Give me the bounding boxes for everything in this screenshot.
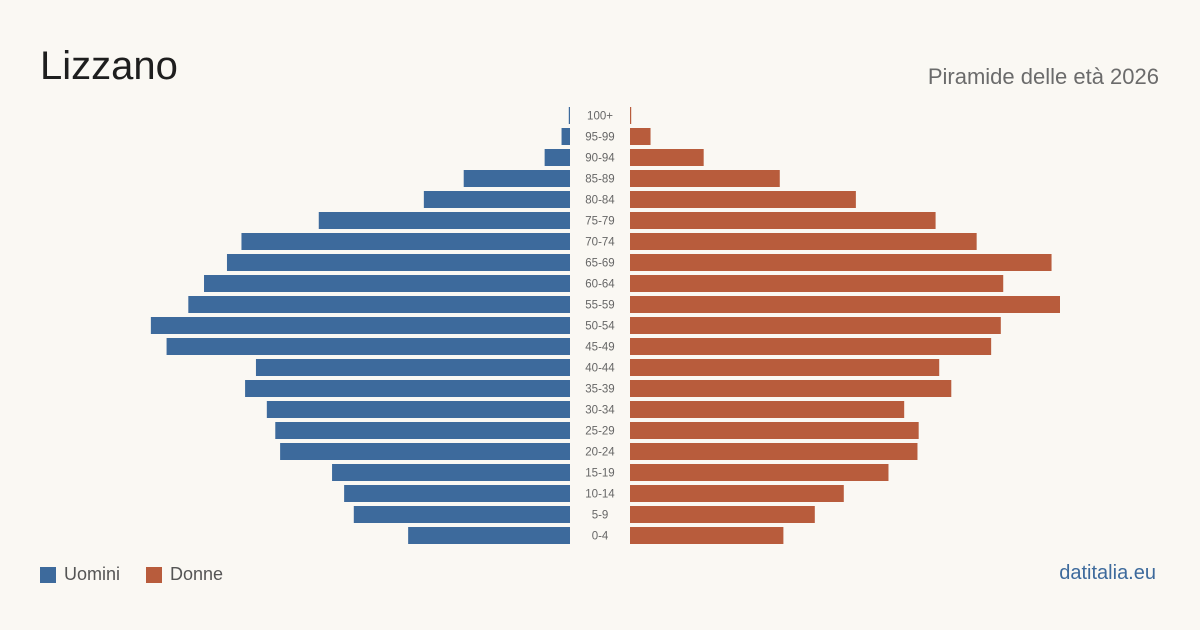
bar-men-5-9: [353, 506, 570, 523]
bar-women-10-14: [630, 485, 844, 502]
bar-men-60-64: [204, 275, 571, 292]
bar-men-10-14: [344, 485, 570, 502]
age-label-10-14: 10-14: [585, 489, 615, 501]
bar-women-65-69: [630, 254, 1052, 271]
bar-men-70-74: [241, 233, 570, 250]
age-label-30-34: 30-34: [585, 405, 615, 417]
bar-men-25-29: [275, 422, 570, 439]
age-label-90-94: 90-94: [585, 153, 615, 165]
bar-men-30-34: [266, 401, 570, 418]
bar-men-35-39: [245, 380, 570, 397]
bar-women-15-19: [630, 464, 889, 481]
bar-women-95-99: [630, 128, 651, 145]
bar-women-85-89: [630, 170, 780, 187]
age-label-0-4: 0-4: [592, 531, 609, 543]
age-label-5-9: 5-9: [592, 510, 609, 522]
bar-women-45-49: [630, 338, 992, 355]
bar-men-95-99: [561, 128, 570, 145]
age-label-25-29: 25-29: [585, 426, 614, 438]
age-label-75-79: 75-79: [585, 216, 614, 228]
bar-women-0-4: [630, 527, 784, 544]
bar-women-100plus: [630, 107, 632, 124]
bar-men-100plus: [568, 107, 570, 124]
bar-women-5-9: [630, 506, 815, 523]
bar-women-55-59: [630, 296, 1060, 313]
age-label-15-19: 15-19: [585, 468, 614, 480]
bar-men-20-24: [280, 443, 570, 460]
bar-men-85-89: [463, 170, 570, 187]
bar-men-80-84: [423, 191, 570, 208]
bar-men-75-79: [318, 212, 570, 229]
age-label-85-89: 85-89: [585, 174, 614, 186]
page-title: Lizzano: [40, 44, 178, 88]
chart-subtitle: Piramide delle età 2026: [927, 64, 1159, 89]
legend-label-women: Donne: [170, 564, 224, 584]
bar-women-20-24: [630, 443, 918, 460]
source-link[interactable]: datitalia.eu: [1059, 562, 1156, 584]
bar-men-65-69: [226, 254, 570, 271]
age-label-100plus: 100+: [587, 111, 613, 123]
bar-women-30-34: [630, 401, 905, 418]
bar-women-25-29: [630, 422, 919, 439]
legend-swatch-women: [146, 566, 163, 583]
age-label-45-49: 45-49: [585, 342, 614, 354]
age-label-95-99: 95-99: [585, 132, 614, 144]
age-label-65-69: 65-69: [585, 258, 614, 270]
legend: Uomini Donne: [40, 564, 249, 585]
legend-item-women: Donne: [146, 564, 223, 585]
bar-women-50-54: [630, 317, 1001, 334]
age-label-40-44: 40-44: [585, 363, 615, 375]
bar-women-40-44: [630, 359, 940, 376]
legend-item-men: Uomini: [40, 564, 120, 585]
bar-men-55-59: [188, 296, 570, 313]
legend-label-men: Uomini: [64, 564, 121, 584]
bar-men-15-19: [332, 464, 570, 481]
age-label-60-64: 60-64: [585, 279, 615, 291]
bar-women-35-39: [630, 380, 952, 397]
bar-women-90-94: [630, 149, 704, 166]
bar-women-75-79: [630, 212, 936, 229]
bar-men-45-49: [166, 338, 570, 355]
age-label-80-84: 80-84: [585, 195, 615, 207]
bar-men-40-44: [255, 359, 570, 376]
bar-men-90-94: [544, 149, 570, 166]
bar-women-60-64: [630, 275, 1004, 292]
bar-men-0-4: [408, 527, 570, 544]
bar-men-50-54: [150, 317, 570, 334]
age-label-55-59: 55-59: [585, 300, 614, 312]
legend-swatch-men: [40, 566, 56, 583]
age-label-35-39: 35-39: [585, 384, 614, 396]
bar-women-80-84: [630, 191, 856, 208]
bar-women-70-74: [630, 233, 977, 250]
age-label-70-74: 70-74: [585, 237, 615, 249]
age-label-50-54: 50-54: [585, 321, 615, 333]
age-label-20-24: 20-24: [585, 447, 615, 459]
